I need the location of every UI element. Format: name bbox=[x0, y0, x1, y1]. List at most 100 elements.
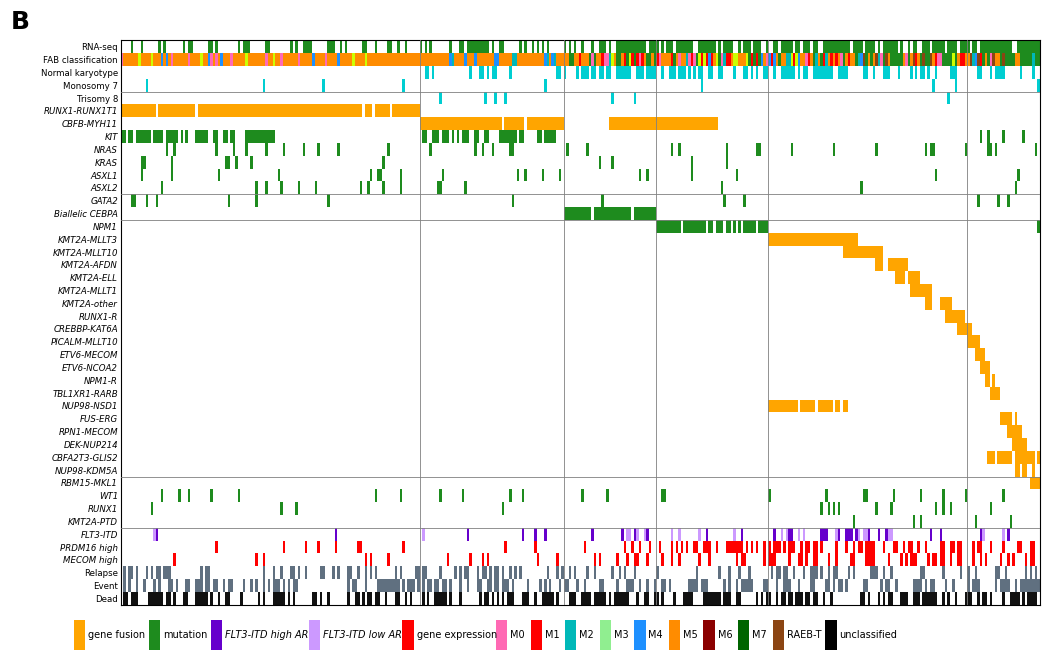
Bar bbox=[193, 104, 195, 118]
Bar bbox=[123, 592, 126, 605]
Bar bbox=[847, 40, 850, 53]
Bar bbox=[537, 554, 539, 566]
Bar bbox=[322, 566, 324, 579]
Bar bbox=[410, 53, 412, 66]
Bar bbox=[198, 592, 201, 605]
Bar bbox=[818, 66, 820, 79]
Bar bbox=[793, 566, 796, 579]
Bar bbox=[417, 566, 420, 579]
Bar bbox=[982, 528, 985, 541]
Bar bbox=[875, 143, 878, 156]
Bar bbox=[280, 592, 282, 605]
Bar bbox=[992, 40, 994, 53]
Bar bbox=[437, 118, 440, 130]
Bar bbox=[602, 53, 604, 66]
Bar bbox=[865, 489, 867, 502]
Bar bbox=[348, 53, 350, 66]
Bar bbox=[217, 53, 220, 66]
Bar bbox=[266, 40, 268, 53]
Bar bbox=[198, 104, 201, 118]
Bar bbox=[729, 592, 731, 605]
Bar bbox=[798, 66, 800, 79]
Bar bbox=[1030, 53, 1032, 66]
Bar bbox=[838, 400, 840, 413]
Bar bbox=[210, 40, 213, 53]
Bar bbox=[1025, 464, 1027, 476]
Bar bbox=[1014, 592, 1017, 605]
Bar bbox=[440, 592, 442, 605]
Bar bbox=[243, 53, 246, 66]
Bar bbox=[1030, 579, 1032, 592]
Bar bbox=[497, 118, 499, 130]
Bar bbox=[783, 53, 785, 66]
Bar bbox=[304, 104, 308, 118]
Bar bbox=[130, 130, 133, 143]
Bar bbox=[524, 592, 527, 605]
Bar bbox=[751, 66, 753, 79]
Bar bbox=[168, 130, 170, 143]
Bar bbox=[805, 53, 807, 66]
Bar bbox=[838, 579, 840, 592]
Bar bbox=[452, 130, 455, 143]
Bar bbox=[1010, 53, 1012, 66]
Bar bbox=[696, 118, 698, 130]
Bar bbox=[248, 40, 250, 53]
Bar bbox=[950, 40, 952, 53]
Bar bbox=[330, 53, 333, 66]
Bar bbox=[153, 579, 155, 592]
Bar bbox=[743, 40, 746, 53]
Bar bbox=[616, 579, 618, 592]
Bar bbox=[531, 40, 534, 53]
Bar bbox=[551, 53, 554, 66]
Bar bbox=[230, 579, 233, 592]
Bar bbox=[467, 118, 469, 130]
Bar bbox=[203, 53, 206, 66]
Bar bbox=[716, 592, 718, 605]
Bar bbox=[780, 400, 783, 413]
Bar bbox=[611, 53, 614, 66]
Bar bbox=[159, 130, 161, 143]
Bar bbox=[962, 40, 965, 53]
Bar bbox=[791, 40, 793, 53]
Bar bbox=[836, 554, 838, 566]
Bar bbox=[785, 400, 789, 413]
Bar bbox=[918, 284, 920, 297]
Bar bbox=[153, 104, 155, 118]
Bar bbox=[943, 297, 945, 310]
Bar bbox=[840, 40, 843, 53]
Bar bbox=[934, 66, 938, 79]
Bar bbox=[798, 528, 800, 541]
Bar bbox=[268, 579, 270, 592]
Bar bbox=[268, 104, 270, 118]
Bar bbox=[1022, 592, 1025, 605]
Bar bbox=[898, 259, 900, 271]
Bar bbox=[980, 53, 982, 66]
Bar bbox=[377, 169, 380, 181]
Bar bbox=[400, 53, 402, 66]
Bar bbox=[912, 579, 915, 592]
Bar bbox=[633, 118, 636, 130]
Bar bbox=[673, 118, 676, 130]
Bar bbox=[895, 271, 898, 284]
Bar bbox=[422, 566, 424, 579]
Bar bbox=[507, 130, 509, 143]
Bar bbox=[934, 40, 938, 53]
Bar bbox=[903, 592, 905, 605]
Bar bbox=[865, 528, 867, 541]
Bar bbox=[159, 566, 161, 579]
Bar bbox=[831, 40, 833, 53]
Bar bbox=[990, 541, 992, 554]
Bar bbox=[691, 169, 693, 181]
Bar bbox=[678, 53, 681, 66]
Bar bbox=[780, 53, 783, 66]
Bar bbox=[943, 489, 945, 502]
Bar bbox=[161, 181, 163, 194]
Bar bbox=[704, 118, 706, 130]
Bar bbox=[293, 53, 295, 66]
Bar bbox=[198, 579, 201, 592]
Bar bbox=[918, 541, 920, 554]
Bar bbox=[546, 566, 549, 579]
Bar bbox=[673, 592, 676, 605]
Bar bbox=[315, 53, 317, 66]
Bar bbox=[769, 541, 771, 554]
